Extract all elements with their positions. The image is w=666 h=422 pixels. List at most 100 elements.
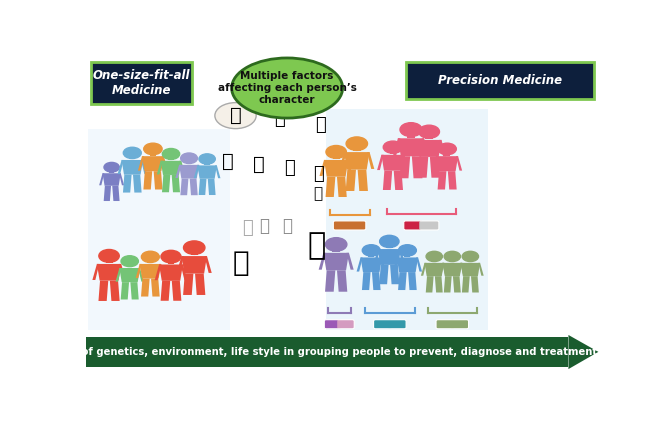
Bar: [186, 160, 192, 164]
Polygon shape: [435, 276, 443, 292]
Text: Precision Medicine: Precision Medicine: [438, 74, 562, 87]
Bar: [109, 169, 115, 173]
Polygon shape: [119, 264, 126, 280]
Circle shape: [144, 143, 162, 155]
Text: 👨: 👨: [242, 219, 253, 237]
Text: 🧬: 🧬: [274, 110, 285, 128]
Polygon shape: [172, 281, 181, 301]
FancyBboxPatch shape: [89, 129, 230, 330]
Polygon shape: [461, 263, 480, 276]
Bar: [407, 132, 415, 138]
Bar: [332, 154, 340, 160]
Polygon shape: [421, 263, 426, 276]
Polygon shape: [110, 281, 120, 301]
Circle shape: [380, 235, 399, 248]
Polygon shape: [412, 140, 419, 156]
Text: 🧍: 🧍: [259, 217, 269, 235]
Polygon shape: [397, 257, 418, 272]
FancyBboxPatch shape: [450, 320, 469, 329]
Polygon shape: [439, 263, 444, 276]
Bar: [444, 151, 450, 156]
Polygon shape: [141, 279, 150, 297]
Circle shape: [121, 256, 139, 267]
Polygon shape: [99, 173, 105, 185]
Polygon shape: [204, 256, 212, 273]
Polygon shape: [181, 256, 207, 273]
Polygon shape: [208, 179, 216, 195]
Text: 🥦: 🥦: [222, 151, 234, 170]
Text: 🚗: 🚗: [313, 165, 324, 183]
Polygon shape: [362, 272, 370, 290]
Polygon shape: [460, 263, 466, 276]
Polygon shape: [456, 156, 462, 170]
Polygon shape: [131, 282, 139, 300]
Bar: [386, 243, 393, 249]
FancyBboxPatch shape: [337, 320, 354, 329]
Polygon shape: [382, 155, 404, 170]
Text: 🏃: 🏃: [253, 155, 264, 174]
Polygon shape: [141, 160, 147, 174]
Ellipse shape: [232, 58, 342, 118]
Polygon shape: [159, 265, 183, 281]
Polygon shape: [337, 271, 347, 292]
FancyBboxPatch shape: [333, 221, 352, 230]
Bar: [204, 160, 210, 165]
Polygon shape: [183, 273, 193, 295]
Polygon shape: [422, 138, 429, 156]
Polygon shape: [398, 138, 424, 156]
Polygon shape: [462, 276, 470, 292]
Polygon shape: [438, 171, 446, 189]
Polygon shape: [123, 175, 132, 192]
Polygon shape: [93, 264, 99, 280]
Polygon shape: [180, 179, 188, 195]
Polygon shape: [326, 177, 336, 197]
Polygon shape: [190, 179, 198, 195]
Circle shape: [462, 252, 479, 262]
Polygon shape: [436, 156, 458, 171]
Polygon shape: [142, 156, 164, 171]
FancyBboxPatch shape: [86, 337, 569, 368]
Polygon shape: [337, 177, 347, 197]
Polygon shape: [161, 161, 181, 175]
Text: Effect of genetics, environment, life style in grouping people to prevent, diagn: Effect of genetics, environment, life st…: [45, 347, 597, 357]
Polygon shape: [393, 257, 399, 272]
FancyBboxPatch shape: [348, 221, 366, 230]
Polygon shape: [439, 140, 446, 156]
Circle shape: [400, 123, 422, 137]
Circle shape: [123, 147, 141, 159]
FancyBboxPatch shape: [374, 320, 392, 329]
Polygon shape: [155, 265, 161, 280]
Circle shape: [419, 125, 440, 138]
Polygon shape: [346, 253, 354, 270]
Text: One-size-fit-all
Medicine: One-size-fit-all Medicine: [93, 69, 190, 97]
Polygon shape: [325, 271, 336, 292]
Polygon shape: [380, 257, 386, 272]
Bar: [168, 258, 174, 264]
Polygon shape: [162, 175, 170, 192]
Circle shape: [163, 149, 180, 160]
Polygon shape: [374, 249, 380, 264]
Bar: [332, 246, 340, 252]
Polygon shape: [133, 175, 142, 192]
Polygon shape: [424, 263, 444, 276]
Polygon shape: [119, 173, 124, 185]
Circle shape: [362, 245, 380, 256]
Polygon shape: [179, 161, 185, 174]
Bar: [468, 258, 473, 262]
Polygon shape: [198, 179, 206, 195]
Bar: [390, 149, 396, 154]
Polygon shape: [172, 175, 180, 192]
Circle shape: [104, 162, 119, 172]
Polygon shape: [356, 257, 362, 272]
Polygon shape: [176, 256, 184, 273]
Bar: [105, 258, 113, 263]
Polygon shape: [453, 276, 461, 292]
FancyBboxPatch shape: [324, 320, 341, 329]
Polygon shape: [408, 272, 417, 290]
Polygon shape: [318, 253, 326, 270]
Polygon shape: [197, 165, 202, 178]
Polygon shape: [215, 165, 220, 178]
Polygon shape: [377, 155, 384, 170]
Polygon shape: [358, 170, 368, 191]
FancyBboxPatch shape: [406, 62, 594, 99]
